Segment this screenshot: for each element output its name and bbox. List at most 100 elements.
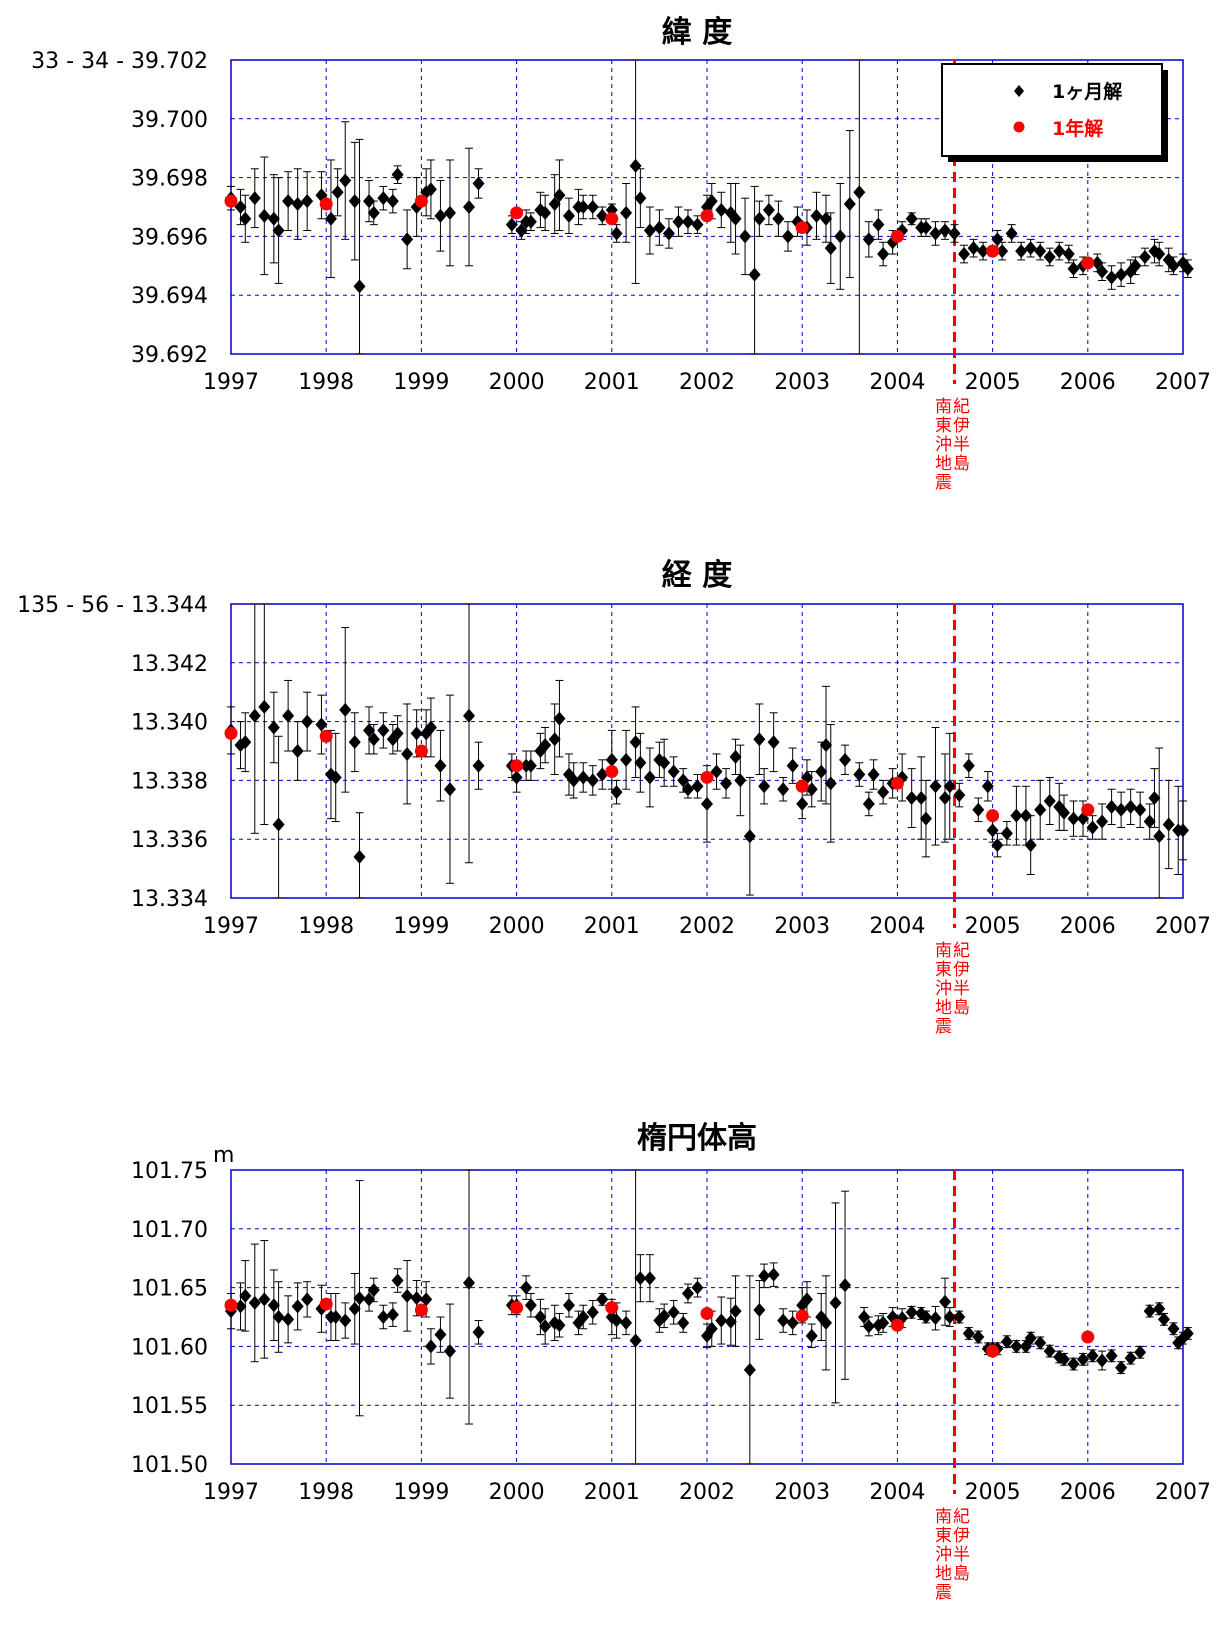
data-point-monthly [767,735,780,750]
data-point-monthly [1129,258,1142,273]
data-point-monthly [586,1305,599,1320]
y-tick-label: 13.340 [131,711,208,736]
legend: 1ヶ月解 1年解 [941,63,1168,162]
data-point-monthly [339,173,352,188]
x-tick-label: 2004 [869,1480,925,1505]
y-tick-label: 39.694 [131,284,208,309]
data-point-monthly [915,791,928,806]
y-tick-label: 39.696 [131,225,208,250]
x-tick-label: 2006 [1060,914,1116,939]
data-point-monthly [929,779,942,794]
x-tick-label: 2001 [584,1480,640,1505]
data-point-monthly [939,1294,951,1309]
x-tick-label: 2001 [584,370,640,395]
data-point-monthly [424,720,437,735]
data-point-monthly [820,211,832,226]
chart-panel-3: 楕円体高 101.75 101.70 101.65 101.60 101.55 101.50… [131,1121,1211,1603]
data-point-monthly [658,755,671,770]
legend-marker-monthly [1014,85,1024,97]
data-point-annual [890,776,904,790]
data-point-monthly [905,1305,918,1320]
x-tick-label: 2004 [869,370,925,395]
data-point-monthly [862,796,875,811]
data-point-monthly [762,202,775,217]
data-point-monthly [386,1307,399,1322]
data-point-monthly [1034,244,1047,259]
data-point-monthly [515,223,528,238]
data-point-monthly [967,241,980,256]
data-point-monthly [1096,1353,1109,1368]
data-point-monthly [667,764,680,779]
data-point-monthly [1181,261,1194,276]
event-label-char: 伊 [953,416,970,436]
data-point-monthly [463,1275,475,1290]
data-point-monthly [729,749,742,764]
data-point-monthly [715,202,728,217]
data-point-monthly [781,229,794,244]
data-point-monthly [1177,823,1189,838]
data-point-annual [1081,256,1095,270]
data-point-monthly [248,708,261,723]
data-point-monthly [777,1313,790,1328]
data-point-monthly [267,1298,280,1313]
data-point-annual [890,1318,904,1332]
series-monthly [225,1169,1194,1465]
data-point-annual [224,726,238,740]
data-point-monthly [862,232,875,247]
data-point-monthly [662,226,675,241]
data-point-monthly [1034,1335,1047,1350]
data-point-monthly [267,720,280,735]
data-point-monthly [919,1310,932,1324]
y-tick-label: 39.698 [131,167,208,192]
data-point-monthly [824,776,837,791]
data-point-monthly [301,1292,314,1307]
event-label-char: 震 [935,1583,952,1603]
y-tick-label: 101.70 [131,1218,208,1243]
data-point-monthly [743,829,756,844]
data-point-monthly [339,1313,352,1328]
x-tick-label: 2005 [965,370,1021,395]
x-tick-label: 2002 [679,1480,735,1505]
data-point-monthly [1134,1345,1147,1360]
data-point-monthly [443,782,456,797]
data-point-annual [986,809,1000,823]
data-point-monthly [691,1280,704,1295]
data-point-monthly [991,838,1004,853]
x-tick-label: 2007 [1155,914,1211,939]
data-point-monthly [410,1291,423,1306]
data-point-monthly [548,732,561,747]
x-tick-label: 2006 [1060,370,1116,395]
x-tick-label: 1999 [393,370,449,395]
data-point-monthly [658,1308,671,1323]
data-point-monthly [1000,826,1013,841]
data-point-monthly [596,767,609,782]
data-point-annual [700,1306,714,1320]
data-point-monthly [1143,814,1156,829]
data-point-monthly [962,1326,975,1341]
legend-marker-annual [1013,121,1025,133]
series-annual [224,194,1095,270]
data-point-monthly [919,811,932,826]
data-point-monthly [282,194,295,209]
data-point-monthly [701,796,713,811]
data-point-monthly [758,1268,771,1283]
data-point-monthly [667,1305,680,1320]
data-point-annual [319,197,333,211]
data-point-monthly [800,1292,813,1307]
data-point-monthly [953,788,966,803]
event-label-char: 紀 [953,1507,970,1527]
data-point-monthly [348,194,361,209]
data-point-monthly [1086,820,1099,835]
data-point-monthly [596,1292,609,1307]
y-tick-label: 101.65 [131,1277,208,1302]
series-annual [224,1297,1095,1358]
chart-panel-2: 経 度 135 - 56 - 13.344 13.342 13.340 13.338 13… [17,558,1211,1037]
data-point-monthly [1043,793,1056,808]
data-point-monthly [1053,244,1066,259]
data-point-monthly [258,1292,271,1307]
data-point-monthly [234,200,247,214]
data-point-monthly [272,223,285,238]
data-point-monthly [691,779,704,794]
data-point-monthly [520,1280,533,1295]
y-tick-label: 101.60 [131,1335,208,1360]
